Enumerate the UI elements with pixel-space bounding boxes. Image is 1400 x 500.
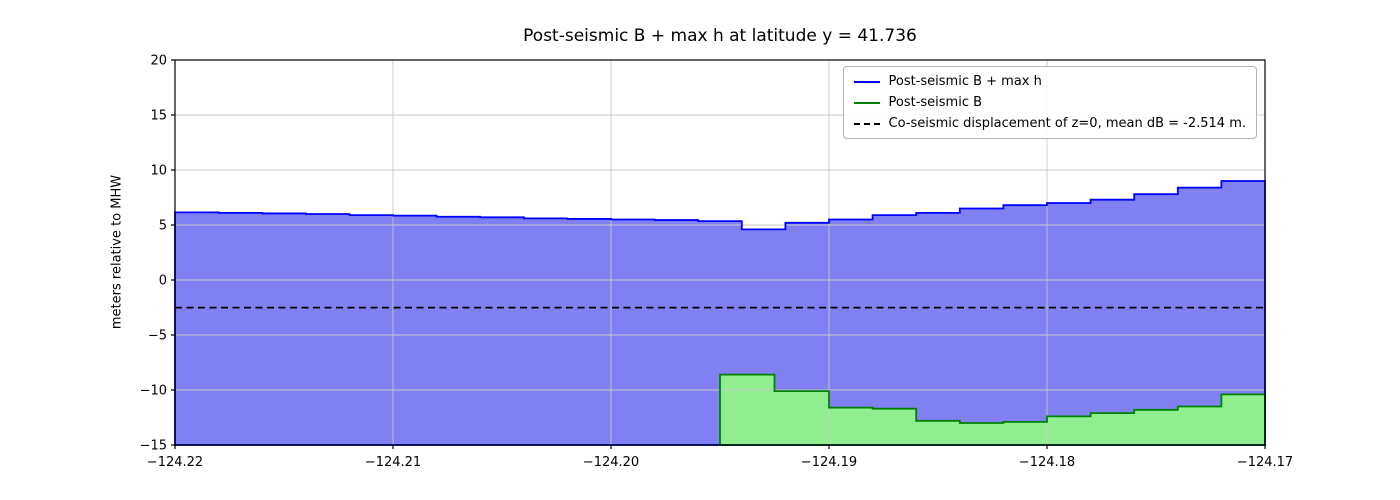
x-tick-label: −124.22 xyxy=(147,455,203,470)
y-axis-label: meters relative to MHW xyxy=(109,174,125,330)
y-tick-label: 15 xyxy=(150,109,167,124)
series-fill xyxy=(175,181,1265,445)
legend: Post-seismic B + max h Post-seismic B Co… xyxy=(842,66,1257,139)
y-tick-label: 0 xyxy=(159,274,167,289)
legend-item: Post-seismic B + max h xyxy=(853,74,1247,89)
axes-frame xyxy=(174,59,1266,446)
y-tick-label: −15 xyxy=(140,439,167,454)
legend-label: Co-seismic displacement of z=0, mean dB … xyxy=(888,116,1247,131)
legend-item: Co-seismic displacement of z=0, mean dB … xyxy=(853,116,1247,131)
y-tick-label: 5 xyxy=(159,219,167,234)
chart-title: Post-seismic B + max h at latitude y = 4… xyxy=(523,26,917,46)
legend-item: Post-seismic B xyxy=(853,95,1247,110)
x-tick-label: −124.21 xyxy=(365,455,421,470)
y-tick-label: −5 xyxy=(148,329,167,344)
series-edge xyxy=(174,180,1266,446)
y-tick-label: 10 xyxy=(150,164,167,179)
legend-line-sample xyxy=(853,122,880,125)
x-tick-label: −124.20 xyxy=(583,455,639,470)
x-tick-label: −124.18 xyxy=(1019,455,1075,470)
series-fill xyxy=(720,374,1265,445)
legend-label: Post-seismic B xyxy=(888,95,983,110)
x-tick-label: −124.19 xyxy=(801,455,857,470)
x-tick-label: −124.17 xyxy=(1237,455,1293,470)
y-tick-label: 20 xyxy=(150,54,167,69)
legend-line-sample xyxy=(853,80,880,83)
legend-label: Post-seismic B + max h xyxy=(888,74,1042,89)
y-tick-label: −10 xyxy=(140,384,167,399)
series-edge xyxy=(719,373,1266,446)
legend-line-sample xyxy=(853,101,880,104)
